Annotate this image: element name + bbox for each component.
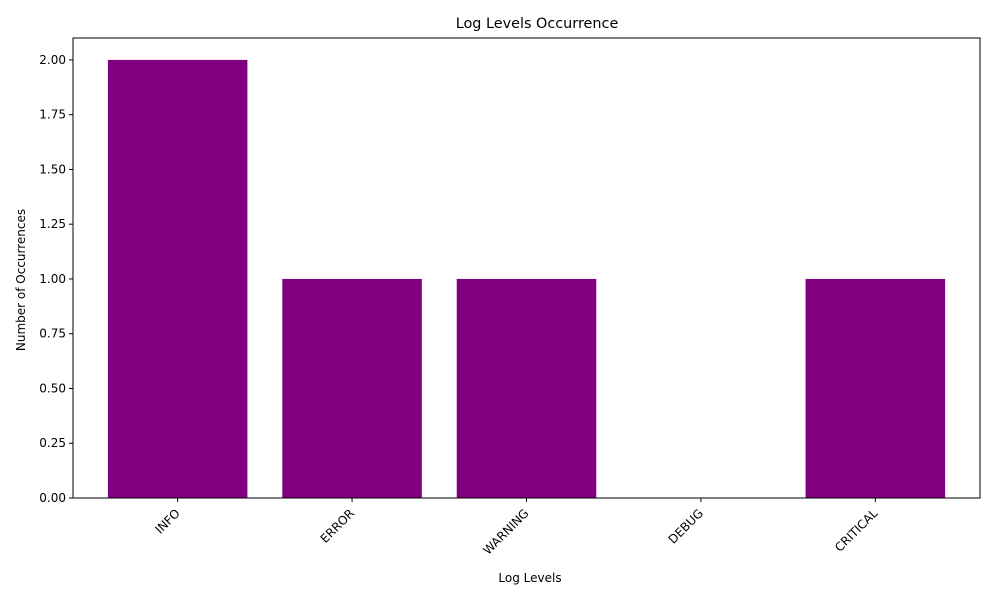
y-tick-label: 0.50 (39, 381, 66, 395)
y-axis-label: Number of Occurrences (14, 209, 28, 351)
bar-warning (456, 278, 597, 498)
x-axis-ticks: INFO ERROR WARNING DEBUG CRITICAL (152, 498, 881, 558)
bars-group (107, 59, 946, 499)
x-axis-label: Log Levels (498, 571, 561, 585)
y-tick-label: 0.75 (39, 327, 66, 341)
bar-error (282, 278, 422, 498)
y-tick-label: 1.50 (39, 162, 66, 176)
x-tick-label: DEBUG (666, 506, 706, 546)
y-tick-label: 2.00 (39, 53, 66, 67)
bar-info (107, 59, 248, 499)
y-tick-label: 1.00 (39, 272, 66, 286)
plot-frame (72, 37, 981, 499)
y-tick-label: 0.00 (39, 491, 66, 505)
chart-title: Log Levels Occurrence (456, 16, 619, 32)
y-tick-label: 1.75 (39, 108, 66, 122)
y-tick-label: 0.25 (39, 436, 66, 450)
x-tick-label: ERROR (318, 506, 358, 546)
y-axis-ticks: 0.00 0.25 0.50 0.75 1.00 1.25 1.50 1.75 2.00 (39, 53, 73, 505)
y-tick-label: 1.25 (39, 217, 66, 231)
x-tick-label: INFO (152, 506, 182, 536)
x-tick-label: WARNING (480, 506, 531, 557)
bar-critical (805, 278, 946, 498)
x-tick-label: CRITICAL (832, 506, 881, 555)
